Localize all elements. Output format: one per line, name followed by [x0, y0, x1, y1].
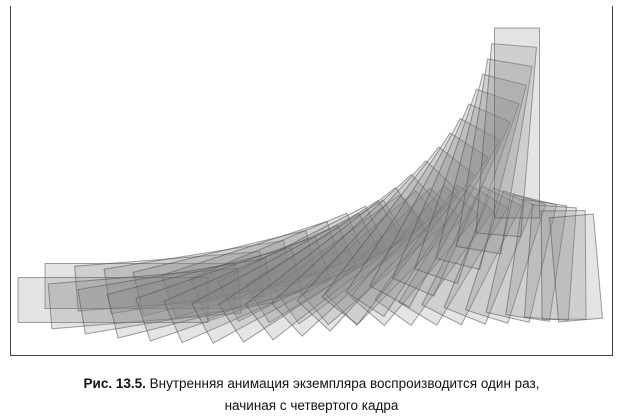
frame-rect: [540, 210, 587, 321]
caption-text: начиная с четвертого кадра: [224, 398, 399, 413]
frame-rect: [272, 194, 427, 325]
caption-label: Рис. 13.5.: [83, 376, 146, 391]
frame-rect: [475, 43, 538, 238]
caption-line-1: Рис. 13.5. Внутренняя анимация экземпляр…: [0, 376, 623, 391]
frame-rect: [191, 212, 381, 344]
frame-rect: [369, 117, 501, 308]
frame-rect: [494, 27, 540, 219]
frame-rect: [135, 236, 331, 342]
figure: [10, 6, 613, 356]
caption-text: Внутренняя анимация экземпляра воспроизв…: [149, 376, 540, 391]
frame-rect: [345, 132, 489, 318]
caption-line-2: начиная с четвертого кадра: [0, 398, 623, 413]
frame-rect: [523, 204, 577, 321]
frame-rect: [321, 146, 475, 326]
frame-rect: [324, 187, 463, 326]
frame-rect: [244, 186, 424, 341]
frame-rect: [548, 213, 604, 323]
frame-rect: [270, 173, 443, 337]
frame-rect: [296, 160, 460, 332]
animation-frames: [17, 27, 604, 344]
